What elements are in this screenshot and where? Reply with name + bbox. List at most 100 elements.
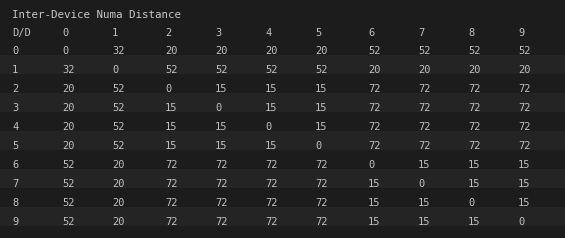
Text: 0: 0 — [215, 103, 221, 113]
Bar — [0, 207, 565, 226]
Text: 72: 72 — [368, 141, 380, 151]
Text: 72: 72 — [518, 84, 531, 94]
Text: 52: 52 — [62, 198, 75, 208]
Text: 4: 4 — [265, 28, 271, 38]
Text: 72: 72 — [315, 179, 328, 189]
Text: 0: 0 — [62, 28, 68, 38]
Text: 8: 8 — [468, 28, 474, 38]
Text: 15: 15 — [518, 198, 531, 208]
Text: 1: 1 — [12, 65, 18, 75]
Text: 20: 20 — [62, 84, 75, 94]
Text: 72: 72 — [215, 160, 228, 170]
Text: 15: 15 — [368, 217, 380, 227]
Text: 15: 15 — [418, 217, 431, 227]
Text: 6: 6 — [12, 160, 18, 170]
Text: 15: 15 — [265, 84, 277, 94]
Text: 72: 72 — [418, 141, 431, 151]
Text: 15: 15 — [468, 217, 480, 227]
Text: 20: 20 — [112, 217, 124, 227]
Bar — [0, 93, 565, 112]
Text: 15: 15 — [265, 141, 277, 151]
Text: 20: 20 — [112, 198, 124, 208]
Text: 72: 72 — [468, 103, 480, 113]
Text: 20: 20 — [265, 46, 277, 56]
Text: 72: 72 — [215, 217, 228, 227]
Text: 15: 15 — [468, 160, 480, 170]
Text: 7: 7 — [12, 179, 18, 189]
Text: 52: 52 — [62, 217, 75, 227]
Text: 20: 20 — [112, 160, 124, 170]
Text: D/D: D/D — [12, 28, 31, 38]
Text: 72: 72 — [165, 160, 177, 170]
Text: 0: 0 — [418, 179, 424, 189]
Text: 5: 5 — [315, 28, 321, 38]
Text: 4: 4 — [12, 122, 18, 132]
Text: 52: 52 — [518, 46, 531, 56]
Text: 1: 1 — [112, 28, 118, 38]
Text: 72: 72 — [468, 141, 480, 151]
Bar — [0, 55, 565, 74]
Text: 15: 15 — [315, 84, 328, 94]
Text: 32: 32 — [112, 46, 124, 56]
Text: 52: 52 — [315, 65, 328, 75]
Text: 52: 52 — [468, 46, 480, 56]
Text: 52: 52 — [165, 65, 177, 75]
Text: 72: 72 — [418, 122, 431, 132]
Text: 15: 15 — [265, 103, 277, 113]
Text: 15: 15 — [518, 179, 531, 189]
Text: 72: 72 — [165, 198, 177, 208]
Text: 52: 52 — [112, 84, 124, 94]
Text: 8: 8 — [12, 198, 18, 208]
Bar — [0, 149, 565, 169]
Text: 15: 15 — [215, 84, 228, 94]
Text: 6: 6 — [368, 28, 374, 38]
Text: 15: 15 — [215, 122, 228, 132]
Text: 15: 15 — [368, 179, 380, 189]
Text: 72: 72 — [265, 179, 277, 189]
Text: 72: 72 — [468, 122, 480, 132]
Text: 72: 72 — [418, 84, 431, 94]
Bar — [0, 169, 565, 188]
Text: 0: 0 — [165, 84, 171, 94]
Text: 52: 52 — [112, 122, 124, 132]
Text: 7: 7 — [418, 28, 424, 38]
Text: 0: 0 — [315, 141, 321, 151]
Text: 15: 15 — [165, 103, 177, 113]
Text: 0: 0 — [265, 122, 271, 132]
Text: 0: 0 — [368, 160, 374, 170]
Text: 52: 52 — [112, 141, 124, 151]
Text: 20: 20 — [315, 46, 328, 56]
Text: 15: 15 — [368, 198, 380, 208]
Text: 72: 72 — [215, 198, 228, 208]
Text: 20: 20 — [368, 65, 380, 75]
Text: 52: 52 — [215, 65, 228, 75]
Text: 52: 52 — [265, 65, 277, 75]
Text: 20: 20 — [468, 65, 480, 75]
Text: 72: 72 — [368, 122, 380, 132]
Text: 0: 0 — [468, 198, 474, 208]
Text: 52: 52 — [368, 46, 380, 56]
Text: 52: 52 — [418, 46, 431, 56]
Text: 72: 72 — [215, 179, 228, 189]
Bar — [0, 74, 565, 93]
Bar — [0, 112, 565, 131]
Text: 3: 3 — [12, 103, 18, 113]
Text: 0: 0 — [112, 65, 118, 75]
Text: 52: 52 — [62, 160, 75, 170]
Text: 15: 15 — [315, 122, 328, 132]
Text: 5: 5 — [12, 141, 18, 151]
Text: 15: 15 — [518, 160, 531, 170]
Text: 15: 15 — [165, 141, 177, 151]
Text: 0: 0 — [518, 217, 524, 227]
Text: 20: 20 — [62, 141, 75, 151]
Text: 72: 72 — [265, 217, 277, 227]
Text: 52: 52 — [112, 103, 124, 113]
Text: 72: 72 — [368, 103, 380, 113]
Text: 72: 72 — [468, 84, 480, 94]
Text: 15: 15 — [165, 122, 177, 132]
Text: 72: 72 — [518, 103, 531, 113]
Text: 20: 20 — [112, 179, 124, 189]
Text: 20: 20 — [215, 46, 228, 56]
Text: 72: 72 — [265, 198, 277, 208]
Text: 20: 20 — [62, 103, 75, 113]
